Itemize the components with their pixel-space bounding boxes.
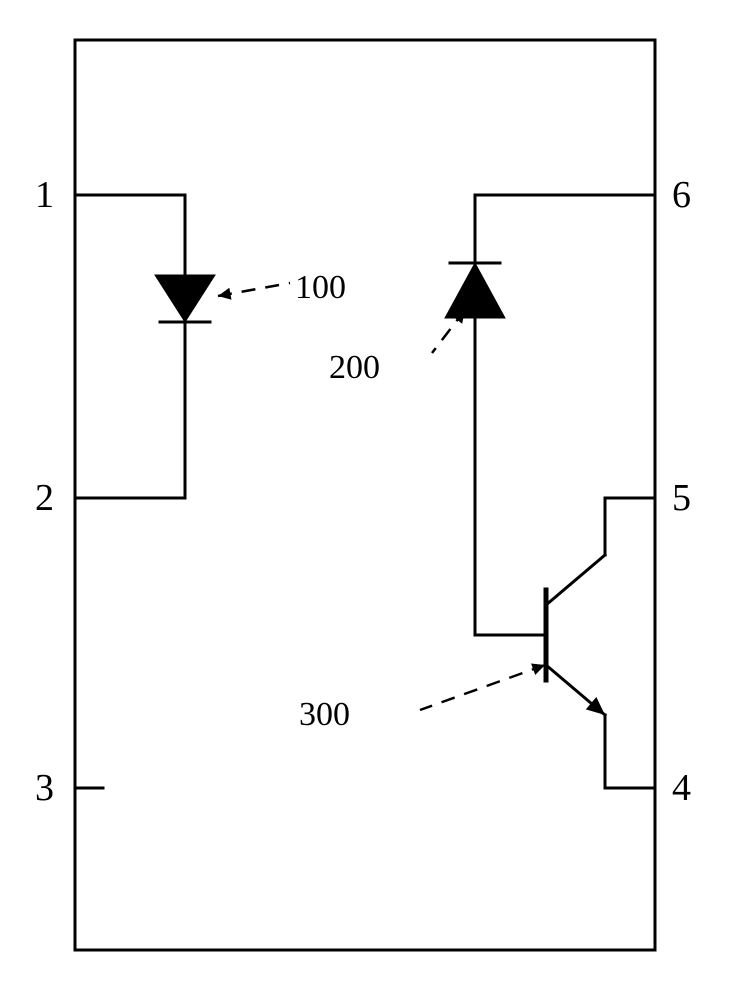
chip-outline (75, 40, 655, 950)
ref-100: 100 (295, 269, 346, 306)
pin-6-label: 6 (672, 174, 691, 216)
leader-300 (420, 665, 545, 710)
pin-3-label: 3 (35, 767, 54, 809)
schematic-svg: 1 2 3 4 5 6 100 200 300 (0, 0, 735, 1000)
leader-100-arrow (218, 288, 231, 300)
ref-200: 200 (329, 349, 380, 386)
leader-300-arrow (531, 664, 545, 675)
pin-5-label: 5 (672, 477, 691, 519)
ref-300: 300 (299, 696, 350, 733)
pin-1-label: 1 (35, 174, 54, 216)
q300-collector-diag (546, 555, 605, 605)
pin-4-label: 4 (672, 767, 691, 809)
pin-2-label: 2 (35, 477, 54, 519)
